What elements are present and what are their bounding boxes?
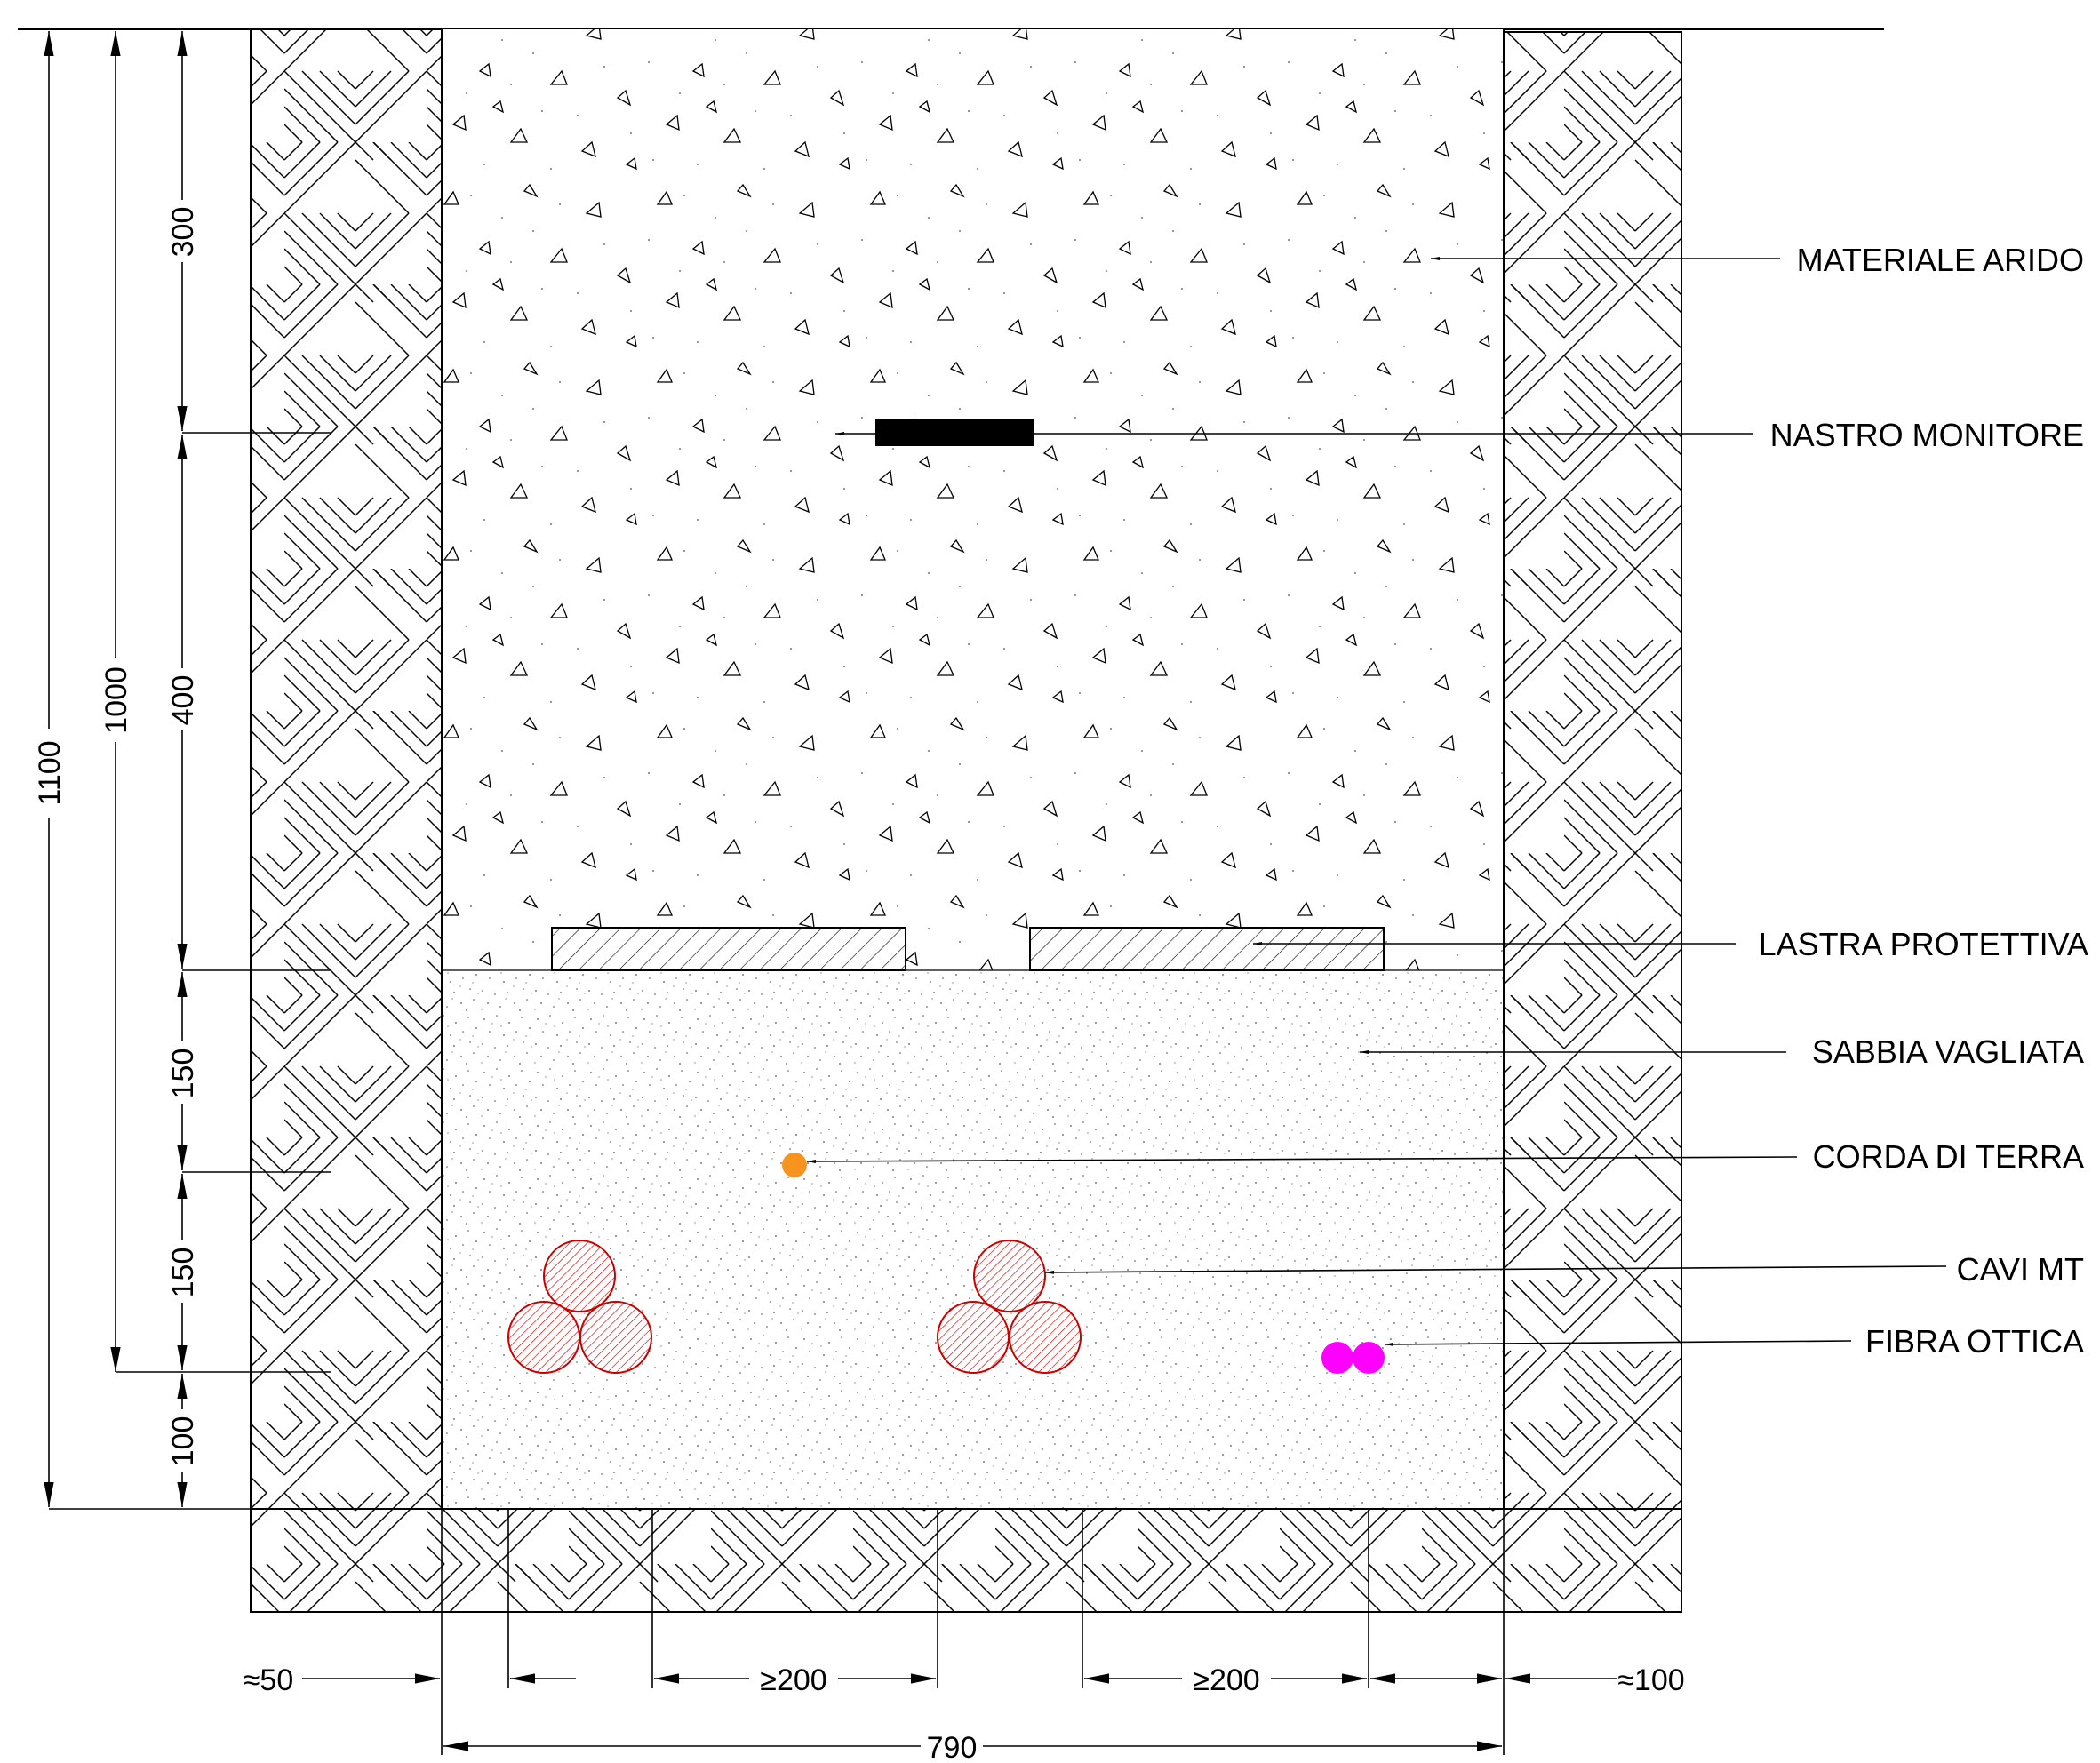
soil-right <box>1503 31 1682 1613</box>
dim-trench-width: 790 <box>927 1731 978 1763</box>
dim-gap-left: ≥200 <box>760 1663 826 1697</box>
soil-bottom <box>250 1508 1682 1613</box>
label-materiale-arido: MATERIALE ARIDO <box>1797 242 2084 278</box>
dim-300: 300 <box>166 207 200 258</box>
earth-rope <box>782 1153 807 1177</box>
label-lastra-protettiva: LASTRA PROTETTIVA <box>1759 926 2088 962</box>
sand-fill <box>442 970 1504 1509</box>
dim-100: 100 <box>166 1416 200 1467</box>
warning-tape <box>875 419 1034 446</box>
dim-1100: 1100 <box>33 740 67 805</box>
leader-fibra-ottica <box>1384 1340 1852 1346</box>
dim-gap-right: ≥200 <box>1193 1663 1259 1697</box>
dim-left-margin: ≈50 <box>244 1663 293 1697</box>
label-cavi-mt: CAVI MT <box>1957 1251 2084 1288</box>
mv-cable-trefoil-right <box>937 1240 1082 1374</box>
dim-1000: 1000 <box>100 666 133 734</box>
dim-400: 400 <box>166 675 200 726</box>
soil-left <box>250 28 443 1613</box>
aggregate-fill <box>442 29 1504 970</box>
leader-cavi-mt <box>1044 1265 1947 1274</box>
mv-cable-trefoil-left <box>507 1240 652 1374</box>
dim-150-upper: 150 <box>166 1049 200 1099</box>
dim-150-lower: 150 <box>166 1248 200 1298</box>
dim-right-margin: ≈100 <box>1617 1663 1684 1697</box>
label-sabbia-vagliata: SABBIA VAGLIATA <box>1812 1033 2084 1070</box>
label-fibra-ottica: FIBRA OTTICA <box>1865 1323 2084 1360</box>
leader-corda-di-terra <box>806 1156 1798 1163</box>
protective-slab-right <box>1029 927 1385 971</box>
label-corda-di-terra: CORDA DI TERRA <box>1813 1138 2084 1175</box>
protective-slab-left <box>551 927 906 971</box>
label-nastro-monitore: NASTRO MONITORE <box>1770 417 2084 453</box>
optical-fiber-pair <box>1321 1342 1385 1374</box>
